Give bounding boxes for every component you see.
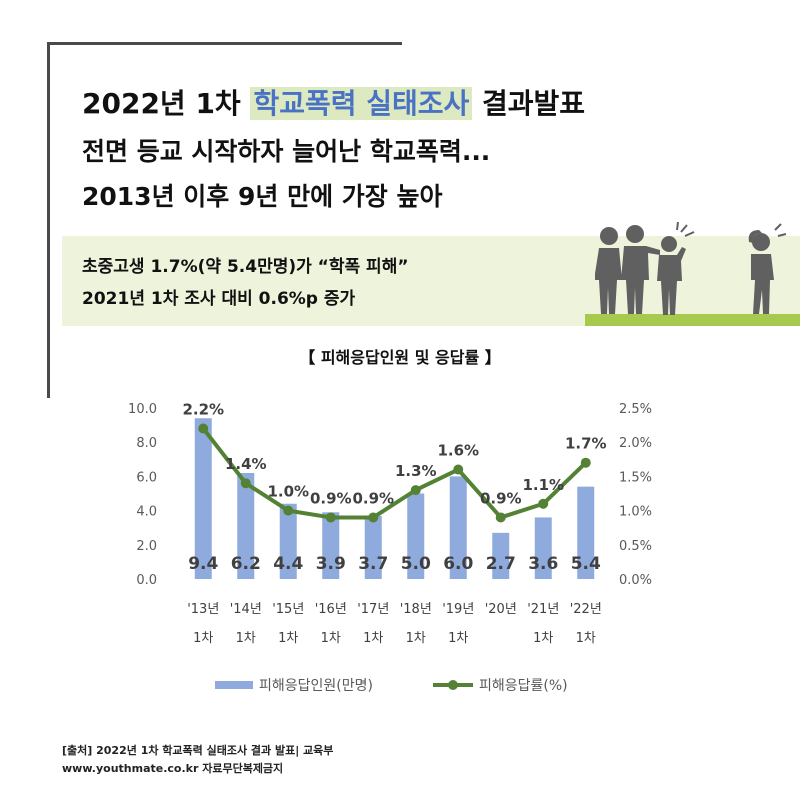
frame-top-line: [47, 42, 402, 45]
summary-line2: 2021년 1차 조사 대비 0.6%p 증가: [82, 289, 356, 309]
y-right-tick-label: 1.5%: [619, 470, 652, 485]
rate-value-label: 0.9%: [310, 489, 352, 507]
frame-left-line: [47, 42, 50, 399]
bar-value-label: 5.0: [401, 554, 431, 574]
x-tick-label: '15년: [272, 602, 304, 617]
bar-value-label: 3.6: [528, 554, 558, 574]
y-left-tick-label: 10.0: [128, 402, 157, 417]
chart-area: 0.0 2.0 4.0 6.0 8.0 10.0 0.0% 0.5% 1.0% 1.5% 2.0% 2…: [47, 398, 752, 756]
x-tick-label: '20년: [485, 602, 517, 617]
x-tick-sublabel: 1차: [278, 631, 298, 646]
x-tick-sublabel: 1차: [363, 631, 383, 646]
rate-value-label: 1.6%: [437, 442, 479, 460]
bar: [279, 503, 297, 579]
summary-line1: 초중고생 1.7%(약 5.4만명)가 “학폭 피해”: [82, 257, 409, 277]
y-right-tick-label: 0.0%: [619, 573, 652, 588]
legend-line-marker: [448, 680, 458, 690]
rate-value-label: 1.7%: [565, 435, 607, 453]
x-tick-label: '21년: [527, 602, 559, 617]
bar: [534, 517, 552, 579]
headline-line1: 2022년 1차 학교폭력 실태조사 결과발표: [82, 82, 585, 122]
chart-title: 【 피해응답인원 및 응답률 】: [299, 348, 501, 367]
rate-value-label: 1.4%: [225, 455, 267, 473]
x-tick-sublabel: 1차: [448, 631, 468, 646]
x-tick-label: '16년: [315, 602, 347, 617]
bar-value-label: 2.7: [486, 554, 516, 574]
victim-illustration: [748, 223, 787, 314]
bar: [237, 472, 255, 579]
bar: [492, 532, 510, 579]
bullying-group-illustration: [595, 222, 695, 315]
headline-line2: 전면 등교 시작하자 늘어난 학교폭력...: [82, 137, 491, 166]
headline-pre: 2022년 1차: [82, 87, 251, 120]
y-right-tick-label: 1.0%: [619, 505, 652, 520]
rate-point: [580, 457, 591, 468]
rate-point: [198, 423, 209, 434]
legend-bar-swatch: [215, 681, 253, 689]
x-tick-sublabel: 1차: [576, 631, 596, 646]
x-tick-label: '22년: [570, 602, 602, 617]
ground-strip: [585, 314, 800, 326]
rate-point: [453, 464, 464, 475]
rate-point: [240, 478, 251, 489]
rate-value-label: 1.1%: [522, 476, 564, 494]
rate-point: [538, 498, 549, 509]
bar-value-label: 3.9: [316, 554, 346, 574]
y-left-tick-label: 4.0: [136, 505, 157, 520]
bar: [407, 493, 425, 579]
rate-point: [495, 512, 506, 523]
bar: [577, 486, 595, 579]
x-tick-label: '13년: [187, 602, 219, 617]
rate-value-label: 2.2%: [182, 401, 224, 419]
y-left-tick-label: 0.0: [136, 573, 157, 588]
rate-value-label: 0.9%: [352, 489, 394, 507]
y-right-tick-label: 2.5%: [619, 402, 652, 417]
bar: [449, 476, 467, 579]
rate-point: [325, 512, 336, 523]
bar-value-label: 3.7: [358, 554, 388, 574]
rate-point: [368, 512, 379, 523]
rate-point: [283, 505, 294, 516]
x-tick-label: '18년: [400, 602, 432, 617]
bar-value-label: 6.2: [231, 554, 261, 574]
y-right-tick-label: 0.5%: [619, 539, 652, 554]
rate-value-label: 1.0%: [267, 483, 309, 501]
y-right-tick-label: 2.0%: [619, 436, 652, 451]
x-tick-label: '19년: [442, 602, 474, 617]
bar-value-label: 6.0: [443, 554, 473, 574]
bar: [194, 418, 212, 579]
combo-chart: 0.0 2.0 4.0 6.0 8.0 10.0 0.0% 0.5% 1.0% 1.5% 2.0% 2…: [128, 401, 652, 694]
rate-value-label: 1.3%: [395, 462, 437, 480]
bar-value-label: 5.4: [571, 554, 601, 574]
headline-line3: 2013년 이후 9년 만에 가장 높아: [82, 182, 443, 211]
y-left-tick-label: 6.0: [136, 470, 157, 485]
bar: [364, 515, 382, 579]
source-text: [출처] 2022년 1차 학교폭력 실태조사 결과 발표| 교육부: [62, 744, 334, 757]
rate-line: [201, 427, 588, 520]
bar-value-label: 9.4: [188, 554, 218, 574]
headline-post: 결과발표: [472, 87, 586, 120]
x-tick-sublabel: 1차: [321, 631, 341, 646]
y-left-tick-label: 2.0: [136, 539, 157, 554]
legend-line-label: 피해응답률(%): [479, 678, 568, 694]
bar-value-label: 4.4: [273, 554, 303, 574]
rate-value-label: 0.9%: [480, 489, 522, 507]
headline-accent: 학교폭력 실태조사: [250, 87, 473, 120]
x-tick-label: '17년: [357, 602, 389, 617]
y-left-tick-label: 8.0: [136, 436, 157, 451]
x-tick-label: '14년: [230, 602, 262, 617]
x-tick-sublabel: 1차: [236, 631, 256, 646]
copyright-text: www.youthmate.co.kr 자료무단복제금지: [62, 762, 284, 775]
x-tick-sublabel: 1차: [193, 631, 213, 646]
rate-point: [410, 485, 421, 496]
legend-bar-label: 피해응답인원(만명): [259, 678, 373, 694]
x-tick-sublabel: 1차: [406, 631, 426, 646]
x-tick-sublabel: 1차: [533, 631, 553, 646]
bar: [322, 512, 340, 579]
